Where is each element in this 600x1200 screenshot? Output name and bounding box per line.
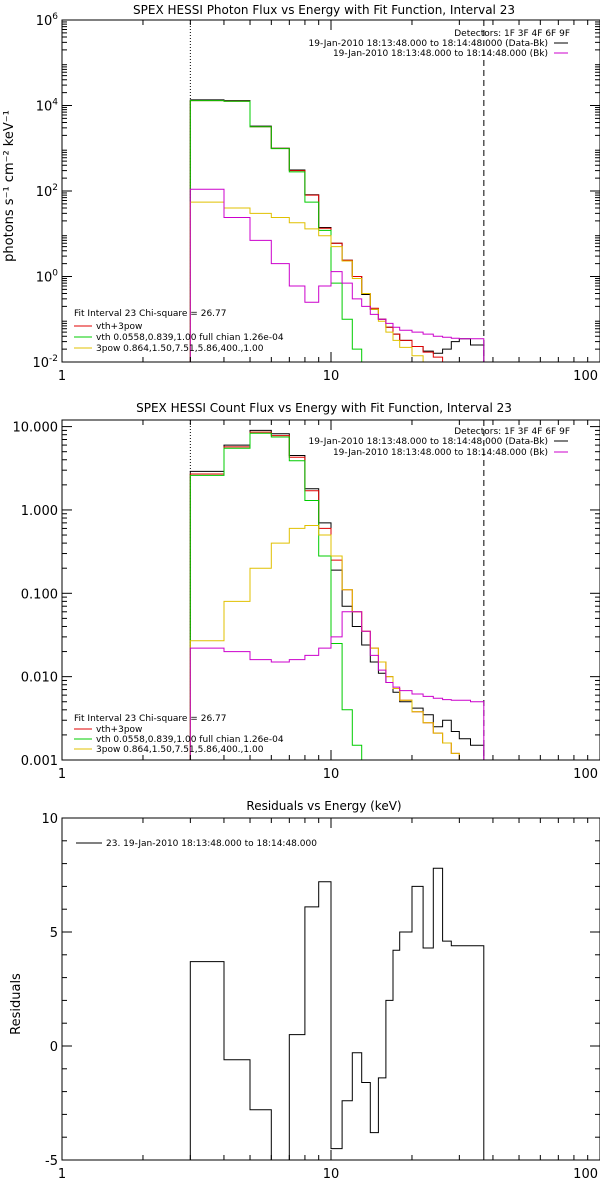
photon-flux-plot-area: 1 10 100 10-2 100 102 104 106 [32,12,600,384]
count-flux-x-tick-label: 10 [323,767,340,782]
residuals-y-tick-label: -5 [45,1154,58,1169]
count-flux-y-tick-label: 0.001 [21,754,58,769]
photon-flux-bk-text: 19-Jan-2010 18:13:48.000 to 18:14:48.000… [333,49,548,59]
count-flux-x-tick-label: 100 [573,767,598,782]
photon-flux-y-axis-label: photons s⁻¹ cm⁻² keV⁻¹ [2,110,17,262]
count-flux-series-group [189,429,485,760]
residuals-y-tick-label: 10 [41,812,58,827]
photon-flux-y-tick-label: 104 [36,98,59,115]
count-flux-y-tick-label: 1.000 [21,504,58,519]
photon-flux-title: SPEX HESSI Photon Flux vs Energy with Fi… [133,3,515,17]
residuals-chart: Residuals vs Energy (keV) Residuals 1 10 1… [9,799,600,1182]
count-flux-legend: Fit Interval 23 Chi-square = 26.77 vth+3… [74,714,284,755]
residuals-series-0 [189,867,485,1160]
residuals-x-tick-label: 100 [573,1167,598,1182]
photon-flux-y-tick-label: 102 [36,183,58,200]
count-flux-series-3 [189,525,485,760]
photon-flux-legend: Fit Interval 23 Chi-square = 26.77 vth+3… [74,309,284,354]
photon-flux-data-bk-text: 19-Jan-2010 18:13:48.000 to 18:14:48.000… [309,39,548,49]
residuals-y-axis-label: Residuals [9,973,24,1035]
count-flux-chart: SPEX HESSI Count Flux vs Energy with Fit… [13,401,600,782]
photon-flux-series-3 [189,201,485,362]
count-flux-legend-vth3pow: vth+3pow [96,725,142,735]
residuals-x-tick-label: 10 [323,1167,340,1182]
photon-flux-detectors-text: Detectors: 1F 3F 4F 6F 9F [454,29,570,39]
count-flux-series-0 [189,429,485,760]
photon-flux-y-tick-label: 10-2 [32,354,58,371]
count-flux-series-2 [189,432,485,760]
photon-flux-fit-label: Fit Interval 23 Chi-square = 26.77 [74,309,226,319]
count-flux-legend-3pow: 3pow 0.864,1.50,7.51,5.86,400.,1.00 [96,745,264,755]
count-flux-legend-vth: vth 0.0558,0.839,1.00 full chian 1.26e-0… [96,735,284,745]
residuals-y-tick-label: 5 [50,926,58,941]
count-flux-y-tick-label: 0.010 [21,671,58,686]
count-flux-title: SPEX HESSI Count Flux vs Energy with Fit… [136,401,512,415]
photon-flux-chart: SPEX HESSI Photon Flux vs Energy with Fi… [2,3,600,384]
residuals-y-tick-label: 0 [50,1040,58,1055]
photon-flux-series-4 [189,188,485,362]
photon-flux-header: Detectors: 1F 3F 4F 6F 9F 19-Jan-2010 18… [309,29,570,59]
photon-flux-y-tick-label: 106 [36,12,59,29]
photon-flux-legend-vth3pow: vth+3pow [96,322,142,332]
count-flux-header: Detectors: 1F 3F 4F 6F 9F 19-Jan-2010 18… [309,427,570,458]
count-flux-x-tick-label: 1 [58,767,66,782]
count-flux-y-tick-label: 10.000 [13,421,59,436]
photon-flux-x-tick-label: 10 [323,369,340,384]
residuals-legend: 23. 19-Jan-2010 18:13:48.000 to 18:14:48… [76,839,317,849]
photon-flux-legend-3pow: 3pow 0.864,1.50,7.51,5.86,400.,1.00 [96,344,264,354]
photon-flux-y-tick-label: 100 [36,269,59,286]
photon-flux-legend-vth: vth 0.0558,0.839,1.00 full chian 1.26e-0… [96,333,284,343]
residuals-plot-area: 1 10 100 -5 0 5 10 [41,812,600,1182]
count-flux-plot-area: 1 10 100 0.001 0.010 0.100 1.000 10.000 [13,419,600,782]
residuals-title: Residuals vs Energy (keV) [246,799,401,813]
count-flux-series-4 [189,611,485,760]
residuals-x-tick-label: 1 [58,1167,66,1182]
count-flux-data-bk-text: 19-Jan-2010 18:13:48.000 to 18:14:48.000… [309,437,548,447]
photon-flux-x-tick-label: 100 [573,369,598,384]
photon-flux-series-group [189,99,485,362]
residuals-legend-text: 23. 19-Jan-2010 18:13:48.000 to 18:14:48… [106,839,317,849]
count-flux-detectors-text: Detectors: 1F 3F 4F 6F 9F [454,427,570,437]
count-flux-fit-label: Fit Interval 23 Chi-square = 26.77 [74,714,226,724]
photon-flux-x-tick-label: 1 [58,369,66,384]
count-flux-bk-text: 19-Jan-2010 18:13:48.000 to 18:14:48.000… [333,448,548,458]
count-flux-y-tick-label: 0.100 [21,587,58,602]
photon-flux-series-2 [189,100,485,362]
residuals-series-group [189,867,485,1160]
